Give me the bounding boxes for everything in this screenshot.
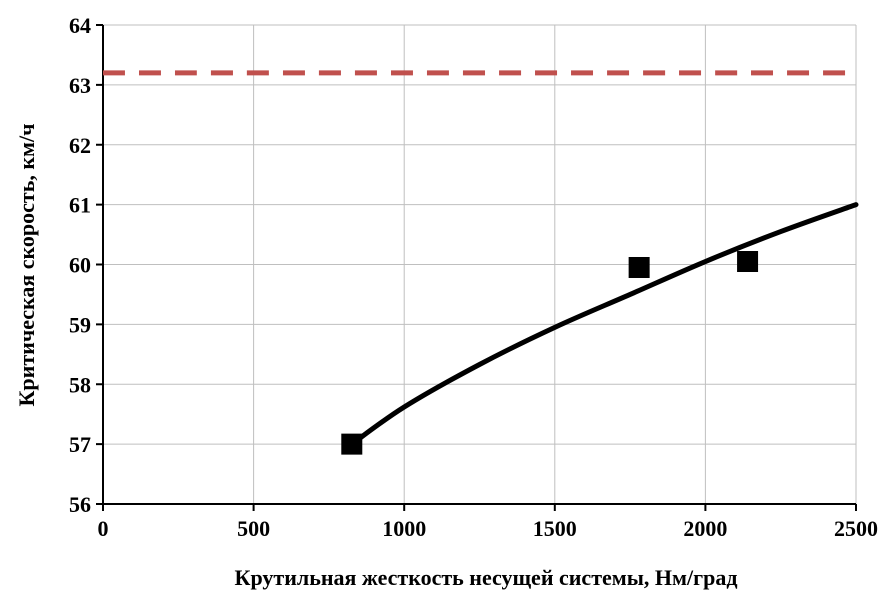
series bbox=[102, 70, 859, 455]
grid bbox=[102, 24, 857, 505]
x-tick-label: 2000 bbox=[683, 516, 727, 541]
axes bbox=[96, 24, 857, 511]
y-tick-label: 56 bbox=[69, 492, 91, 517]
data-point-marker bbox=[737, 251, 759, 273]
x-tick-label: 2500 bbox=[834, 516, 878, 541]
y-tick-label: 64 bbox=[69, 13, 91, 38]
y-tick-label: 57 bbox=[69, 432, 91, 457]
data-point-marker bbox=[628, 256, 650, 278]
y-tick-label: 60 bbox=[69, 253, 91, 278]
x-axis-title: Крутильная жесткость несущей системы, Нм… bbox=[235, 565, 738, 590]
y-tick-label: 59 bbox=[69, 312, 91, 337]
trend-line bbox=[349, 202, 859, 447]
tick-labels: 0 500 1000 1500 2000 2500 56 57 58 59 60 61 62 63 64 bbox=[69, 13, 878, 541]
x-tick-label: 0 bbox=[98, 516, 109, 541]
y-tick-label: 61 bbox=[69, 193, 91, 218]
y-tick-label: 62 bbox=[69, 133, 91, 158]
y-tick-label: 63 bbox=[69, 73, 91, 98]
y-tick-label: 58 bbox=[69, 372, 91, 397]
x-tick-label: 500 bbox=[237, 516, 270, 541]
x-tick-label: 1500 bbox=[533, 516, 577, 541]
x-tick-label: 1000 bbox=[382, 516, 426, 541]
y-axis-title: Критическая скорость, км/ч bbox=[14, 123, 39, 406]
